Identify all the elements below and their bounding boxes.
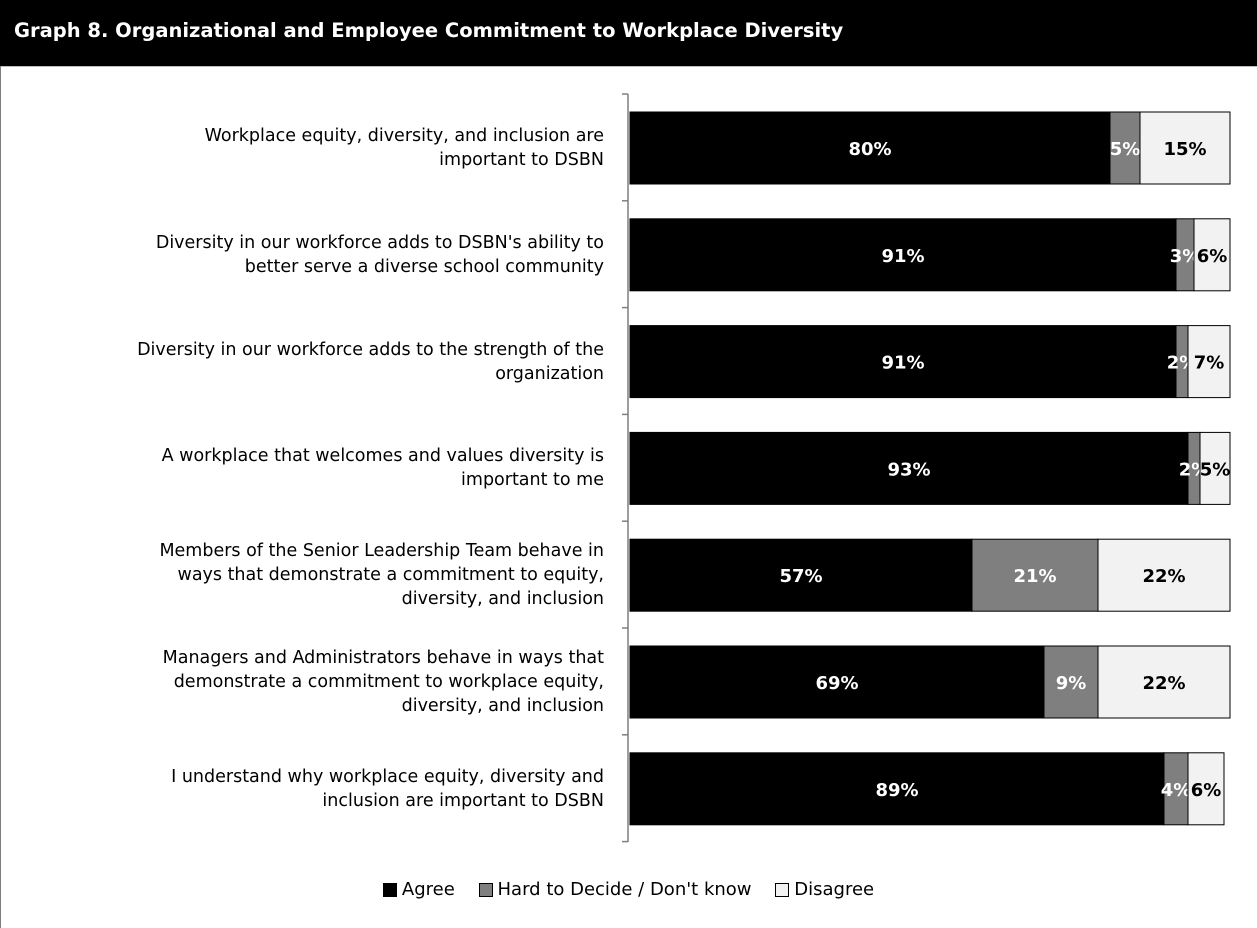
bar-disagree-1 [1193,218,1231,292]
data-label: 5% [1200,459,1231,480]
data-label: 69% [815,673,858,694]
bar-disagree-0 [1139,111,1231,185]
chart-title: Graph 8. Organizational and Employee Com… [0,0,1257,66]
bar-hard-to-decide-don-t-know-5 [1043,645,1099,719]
bar-hard-to-decide-don-t-know-4 [971,538,1099,612]
category-label: Managers and Administrators behave in wa… [0,646,604,718]
bar-disagree-2 [1187,325,1231,399]
bar-agree-5 [629,645,1045,719]
frame-left-line [0,66,1,928]
bar-disagree-4 [1097,538,1231,612]
data-label: 6% [1191,780,1222,801]
category-label-line: I understand why workplace equity, diver… [171,766,604,787]
category-label-line: important to me [461,470,604,491]
legend-label-agree: Agree [401,879,455,900]
legend-item-agree: Agree [382,879,455,900]
category-label-line: Diversity in our workforce adds to DSBN'… [155,232,604,253]
data-label: 3% [1170,246,1201,267]
data-label: 80% [848,139,891,160]
category-label: I understand why workplace equity, diver… [0,765,604,813]
category-label-line: Members of the Senior Leadership Team be… [159,541,604,562]
category-label-line: Diversity in our workforce adds to the s… [137,339,604,360]
bar-agree-4 [629,538,973,612]
data-label: 21% [1013,566,1056,587]
category-label: Members of the Senior Leadership Team be… [0,539,604,611]
bar-disagree-5 [1097,645,1231,719]
category-label-line: ways that demonstrate a commitment to eq… [177,565,605,586]
data-label: 22% [1142,673,1185,694]
category-label: A workplace that welcomes and values div… [0,444,604,492]
legend-item-disagree: Disagree [775,879,874,900]
data-label: 93% [887,459,930,480]
category-label-line: important to DSBN [439,150,604,170]
data-label: 57% [779,566,822,587]
legend-item-hard-to-decide: Hard to Decide / Don't know [478,879,752,900]
bar-hard-to-decide-don-t-know-6 [1163,752,1189,826]
bar-agree-1 [629,218,1177,292]
bar-agree-0 [629,111,1111,185]
legend-swatch-agree [382,882,397,897]
category-label: Diversity in our workforce adds to DSBN'… [0,231,604,279]
category-label-line: Managers and Administrators behave in wa… [162,648,604,668]
category-label-line: organization [495,363,604,384]
data-label: 6% [1197,246,1228,267]
bar-agree-3 [629,431,1189,505]
data-label: 5% [1110,139,1141,160]
category-label-line: diversity, and inclusion [401,696,604,716]
legend: Agree Hard to Decide / Don't know Disagr… [0,879,1257,902]
data-label: 15% [1163,139,1206,160]
category-label: Workplace equity, diversity, and inclusi… [0,124,604,172]
data-label: 4% [1161,780,1192,801]
legend-label-hard-to-decide: Hard to Decide / Don't know [497,879,752,900]
bar-agree-2 [629,325,1177,399]
legend-label-disagree: Disagree [794,879,875,900]
category-label-line: diversity, and inclusion [401,589,604,610]
frame-top-line [0,66,1257,67]
data-label: 22% [1142,566,1185,587]
bar-hard-to-decide-don-t-know-0 [1109,111,1141,185]
legend-swatch-disagree [775,882,790,897]
data-label: 91% [881,353,924,374]
data-label: 89% [875,780,918,801]
legend-swatch-hard-to-decide [478,882,493,897]
category-label: Diversity in our workforce adds to the s… [0,338,604,386]
data-label: 9% [1056,673,1087,694]
category-label-line: better serve a diverse school community [244,256,604,277]
data-label: 91% [881,246,924,267]
bar-disagree-3 [1199,431,1231,505]
bar-disagree-6 [1187,752,1225,826]
category-label-line: A workplace that welcomes and values div… [161,446,604,467]
category-label-line: Workplace equity, diversity, and inclusi… [204,126,604,146]
category-label-line: inclusion are important to DSBN [322,790,604,811]
data-label: 7% [1194,353,1225,374]
category-label-line: demonstrate a commitment to workplace eq… [173,672,604,692]
